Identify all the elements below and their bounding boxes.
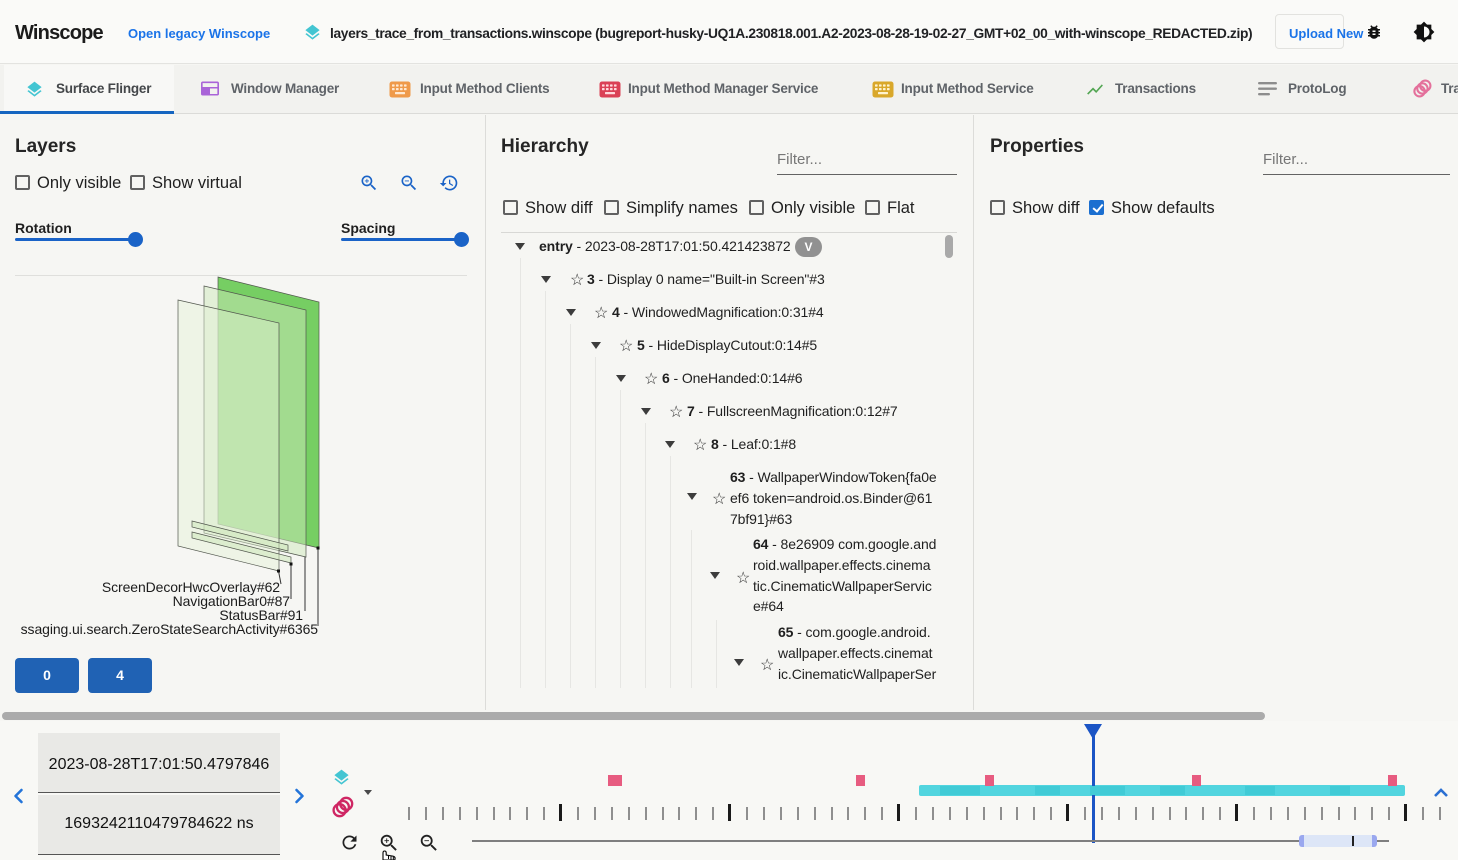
svg-text:ScreenDecorHwcOverlay#62: ScreenDecorHwcOverlay#62 (102, 579, 280, 595)
svg-text:StatusBar#91: StatusBar#91 (219, 607, 303, 623)
svg-text:NavigationBar0#87: NavigationBar0#87 (173, 593, 291, 609)
svg-text:ssaging.ui.search.ZeroStateSea: ssaging.ui.search.ZeroStateSearchActivit… (21, 621, 319, 637)
